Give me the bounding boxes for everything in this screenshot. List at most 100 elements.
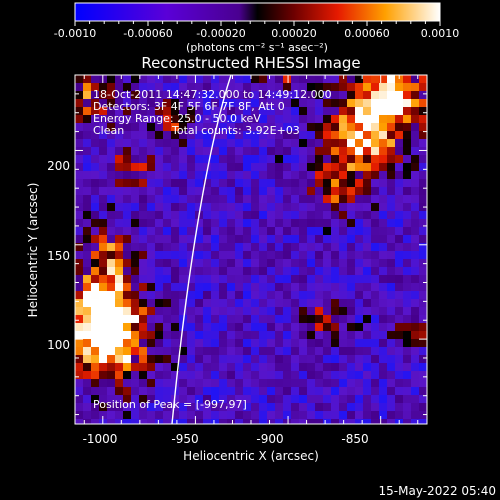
image-pixel [299,147,308,156]
image-pixel [107,123,116,132]
image-pixel [371,275,380,284]
image-pixel [347,155,356,164]
image-pixel [283,75,292,84]
image-pixel [251,235,260,244]
image-pixel [83,371,92,380]
image-pixel [99,267,108,276]
image-pixel [203,115,212,124]
image-pixel [315,315,324,324]
image-pixel [299,107,308,116]
image-pixel [259,323,268,332]
image-pixel [195,147,204,156]
image-pixel [171,123,180,132]
image-pixel [299,267,308,276]
image-pixel [403,363,412,372]
clean-label: Clean [93,124,124,137]
image-pixel [331,251,340,260]
image-pixel [315,339,324,348]
image-pixel [331,235,340,244]
image-pixel [371,91,380,100]
image-pixel [299,83,308,92]
image-pixel [307,83,316,92]
image-pixel [371,283,380,292]
image-pixel [91,395,100,404]
image-pixel [171,235,180,244]
image-pixel [275,275,284,284]
image-pixel [275,139,284,148]
image-pixel [403,187,412,196]
image-pixel [307,379,316,388]
image-pixel [419,347,427,356]
image-pixel [371,131,380,140]
image-pixel [299,211,308,220]
image-pixel [179,211,188,220]
image-pixel [139,171,148,180]
image-pixel [99,323,108,332]
image-pixel [107,131,116,140]
image-pixel [187,411,196,420]
image-pixel [195,387,204,396]
image-pixel [387,347,396,356]
image-pixel [91,251,100,260]
image-pixel [267,331,276,340]
image-pixel [331,147,340,156]
image-pixel [339,251,348,260]
image-pixel [219,395,228,404]
image-pixel [283,419,292,424]
image-pixel [75,139,84,148]
image-pixel [395,219,404,228]
image-pixel [115,99,124,108]
image-pixel [243,147,252,156]
image-pixel [195,411,204,420]
image-pixel [219,299,228,308]
image-pixel [355,155,364,164]
image-pixel [155,331,164,340]
image-pixel [219,155,228,164]
image-pixel [243,235,252,244]
image-pixel [227,235,236,244]
image-pixel [99,91,108,100]
image-pixel [267,187,276,196]
image-pixel [355,251,364,260]
image-pixel [323,235,332,244]
image-pixel [403,219,412,228]
image-pixel [387,179,396,188]
image-pixel [123,403,132,412]
image-pixel [379,267,388,276]
image-pixel [291,275,300,284]
image-pixel [75,123,84,132]
image-pixel [371,179,380,188]
image-pixel [315,411,324,420]
image-pixel [387,123,396,132]
image-pixel [371,99,380,108]
image-pixel [219,131,228,140]
image-pixel [419,267,427,276]
image-pixel [235,235,244,244]
image-pixel [387,291,396,300]
image-pixel [243,387,252,396]
image-pixel [147,107,156,116]
image-pixel [387,315,396,324]
image-pixel [171,147,180,156]
image-pixel [219,275,228,284]
image-pixel [211,267,220,276]
image-pixel [363,155,372,164]
image-pixel [83,123,92,132]
image-pixel [83,283,92,292]
image-pixel [147,331,156,340]
image-pixel [339,379,348,388]
image-pixel [379,395,388,404]
image-pixel [331,411,340,420]
image-pixel [107,379,116,388]
image-pixel [107,395,116,404]
image-pixel [123,371,132,380]
image-pixel [227,387,236,396]
image-pixel [299,419,308,424]
image-pixel [107,243,116,252]
image-pixel [203,219,212,228]
image-pixel [355,323,364,332]
image-pixel [123,227,132,236]
colorbar: -0.0010 -0.00060 -0.00020 0.00020 0.0006… [54,2,459,54]
image-pixel [347,339,356,348]
image-pixel [379,203,388,212]
